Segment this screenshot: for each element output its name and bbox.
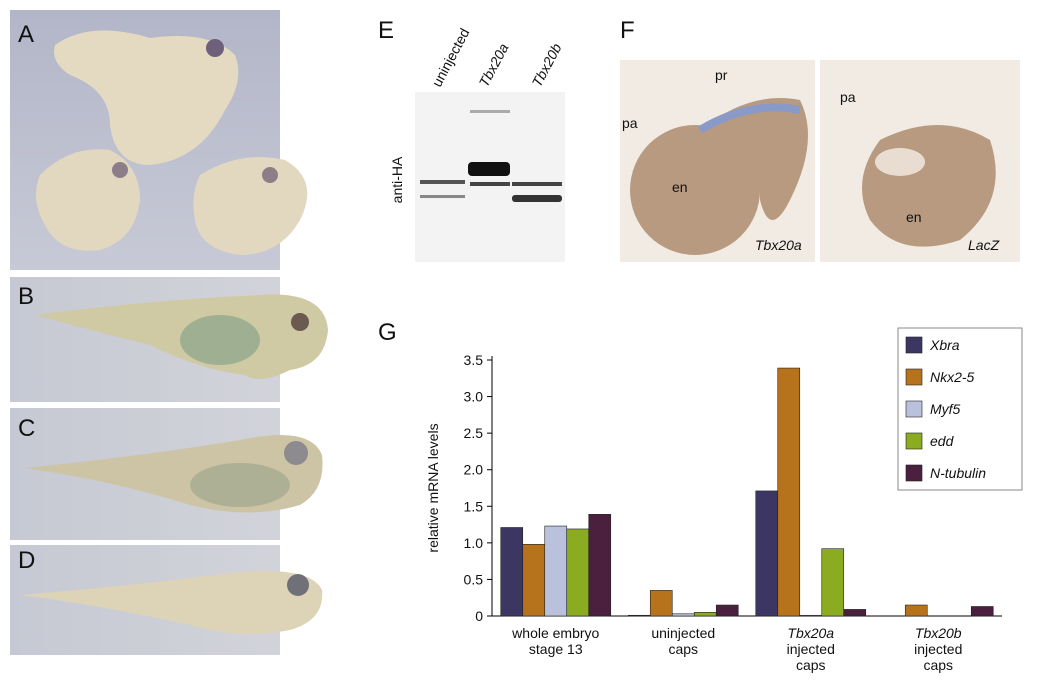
panel-label: C: [18, 415, 35, 442]
bar: [566, 528, 590, 617]
bar: [500, 527, 524, 617]
blot-image: [415, 92, 565, 262]
x-tick-label: injected: [914, 641, 962, 657]
antibody-label: anti-HA: [389, 156, 405, 203]
y-tick-label: 3.0: [464, 389, 484, 405]
panel-label: F: [620, 17, 635, 44]
section-label: pa: [840, 89, 856, 105]
legend-label: Nkx2-5: [930, 369, 975, 385]
legend-label: Xbra: [929, 337, 960, 353]
y-tick-label: 1.5: [464, 498, 484, 514]
photo-d: [10, 545, 323, 655]
bar: [671, 613, 695, 617]
panel-label: G: [378, 319, 397, 346]
panel-label: D: [18, 547, 35, 574]
panel-label: E: [378, 17, 394, 44]
panel-label: A: [18, 21, 34, 48]
photo-c: [10, 408, 323, 540]
legend-swatch: [905, 432, 923, 450]
bar: [544, 525, 568, 617]
legend-swatch: [905, 336, 923, 354]
section-label: en: [906, 209, 922, 225]
section-label: pr: [715, 67, 728, 83]
bar: [522, 544, 546, 617]
panel-label: B: [18, 283, 34, 310]
bar: [970, 606, 994, 617]
x-tick-label: whole embryo: [511, 625, 599, 641]
photo-b: [10, 277, 328, 402]
bar: [627, 614, 651, 617]
bar: [843, 609, 867, 617]
x-tick-label: caps: [796, 657, 826, 673]
y-axis-label: relative mRNA levels: [425, 423, 441, 552]
y-tick-label: 3.5: [464, 352, 484, 368]
bar: [588, 514, 612, 617]
x-tick-label: stage 13: [529, 641, 583, 657]
section-label: en: [672, 179, 688, 195]
y-tick-label: 2.0: [464, 462, 484, 478]
y-tick-label: 1.0: [464, 535, 484, 551]
y-tick-label: 0.5: [464, 571, 484, 587]
y-tick-label: 2.5: [464, 425, 484, 441]
legend-label: Myf5: [930, 401, 961, 417]
x-tick-label: uninjected: [651, 625, 715, 641]
section-label: pa: [622, 115, 638, 131]
x-tick-label: Tbx20b: [915, 625, 962, 641]
x-tick-label: injected: [787, 641, 835, 657]
bar: [715, 604, 739, 617]
lane-label: Tbx20a: [476, 40, 512, 89]
bar: [755, 490, 779, 617]
legend-label: edd: [930, 433, 955, 449]
legend-swatch: [905, 464, 923, 482]
bar: [649, 590, 673, 617]
section-images: [620, 60, 1020, 262]
legend-swatch: [905, 400, 923, 418]
legend-label: N-tubulin: [930, 465, 986, 481]
bar: [693, 612, 717, 617]
bar: [821, 548, 845, 617]
lane-label: uninjected: [429, 26, 473, 90]
x-tick-label: caps: [668, 641, 698, 657]
photo-a: [10, 10, 308, 270]
legend-swatch: [905, 368, 923, 386]
x-tick-label: Tbx20a: [787, 625, 834, 641]
bar: [799, 614, 823, 617]
lane-label: Tbx20b: [529, 40, 565, 89]
x-tick-label: caps: [923, 657, 953, 673]
gene-label: LacZ: [968, 237, 1000, 253]
bar: [904, 604, 928, 617]
y-tick-label: 0: [475, 608, 483, 624]
bar: [777, 367, 801, 617]
gene-label: Tbx20a: [755, 237, 802, 253]
